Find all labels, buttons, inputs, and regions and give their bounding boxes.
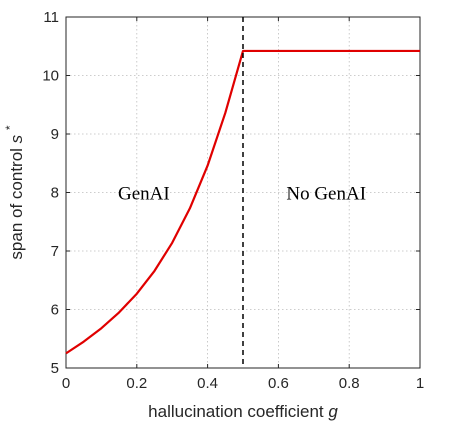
x-tick-label: 0.6 [268,375,289,392]
y-tick-label: 10 [42,68,59,85]
ticks: 0 0.2 0.4 0.6 0.8 1 5 6 7 8 9 10 11 [42,9,424,392]
x-tick-label: 0 [62,375,70,392]
region-label: GenAI [118,184,170,205]
y-tick-label: 7 [51,243,59,260]
y-tick-label: 9 [51,126,59,143]
annotations: GenAI No GenAI [118,184,366,205]
x-tick-label: 0.2 [126,375,147,392]
y-tick-label: 5 [51,360,59,377]
series-line [65,49,420,355]
x-axis-label: hallucination coefficient g [148,402,338,421]
x-tick-label: 0.8 [339,375,360,392]
y-tick-label: 11 [43,9,59,26]
region-label: No GenAI [286,184,366,205]
x-tick-label: 1 [416,375,424,392]
y-tick-label: 8 [51,185,59,202]
y-tick-label: 6 [51,302,59,319]
series-group [65,17,420,368]
y-axis-label: span of control s * [3,125,26,259]
x-tick-label: 0.4 [197,375,218,392]
